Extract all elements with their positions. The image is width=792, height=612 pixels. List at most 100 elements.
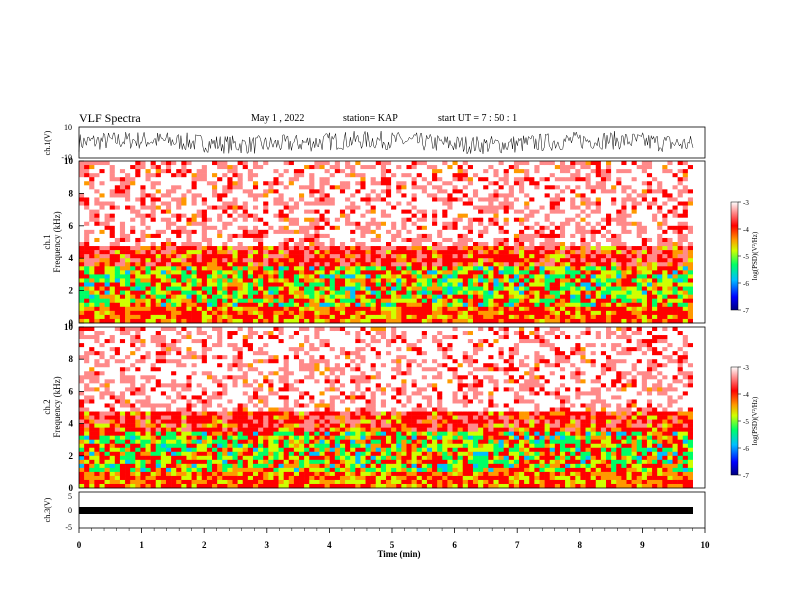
spectrogram-cell bbox=[529, 290, 535, 295]
spectrogram-cell bbox=[319, 302, 325, 308]
spectrogram-cell bbox=[212, 306, 218, 312]
spectrogram-cell bbox=[554, 302, 561, 308]
spectrogram-cell bbox=[416, 225, 423, 231]
spectrogram-cell bbox=[212, 242, 218, 247]
spectrogram-cell bbox=[155, 229, 162, 235]
spectrogram-cell bbox=[350, 237, 356, 243]
spectrogram-cell bbox=[309, 290, 315, 295]
spectrogram-cell bbox=[293, 177, 300, 182]
spectrogram-cell bbox=[119, 250, 126, 255]
spectrogram-cell bbox=[227, 242, 233, 247]
spectrogram-cell bbox=[171, 237, 177, 243]
spectrogram-cell bbox=[426, 225, 433, 231]
spectrogram-cell bbox=[293, 266, 300, 271]
spectrogram-cell bbox=[283, 266, 290, 271]
spectrogram-cell bbox=[84, 290, 90, 295]
spectrogram-cell bbox=[636, 193, 643, 198]
spectrogram-cell bbox=[119, 270, 126, 275]
spectrogram-cell bbox=[299, 286, 305, 291]
spectrogram-cell bbox=[109, 298, 116, 304]
spectrogram-cell bbox=[247, 165, 254, 170]
spectrogram-cell bbox=[339, 282, 346, 287]
spectrogram-cell bbox=[125, 298, 131, 304]
spectrogram-cell bbox=[252, 173, 259, 178]
spectrogram-cell bbox=[196, 266, 203, 271]
spectrogram-cell bbox=[677, 185, 684, 190]
spectrogram-cell bbox=[467, 262, 474, 267]
spectrogram-cell bbox=[350, 274, 356, 279]
spectrogram-cell bbox=[513, 205, 520, 210]
spectrogram-cell bbox=[350, 193, 356, 198]
spectrogram-cell bbox=[672, 201, 678, 206]
spectrogram-cell bbox=[646, 258, 653, 263]
spectrogram-cell bbox=[565, 306, 571, 312]
spectrogram-cell bbox=[580, 278, 586, 283]
spectrogram-cell bbox=[339, 254, 346, 259]
spectrogram-cell bbox=[319, 266, 325, 271]
spectrogram-cell bbox=[186, 286, 192, 291]
spectrogram-cell bbox=[483, 209, 489, 214]
spectrogram-cell bbox=[616, 302, 622, 308]
spectrogram-cell bbox=[160, 266, 167, 271]
spectrogram-cell bbox=[99, 310, 105, 316]
spectrogram-cell bbox=[503, 254, 510, 259]
spectrogram-cell bbox=[135, 246, 141, 251]
spectrogram-cell bbox=[304, 229, 310, 235]
spectrogram-cell bbox=[411, 177, 417, 182]
spectrogram-cell bbox=[89, 371, 95, 376]
spectrogram-cell bbox=[186, 274, 192, 279]
spectrogram-cell bbox=[447, 310, 453, 316]
spectrogram-cell bbox=[171, 294, 177, 299]
spectrogram-cell bbox=[165, 173, 172, 178]
spectrogram-cell bbox=[304, 173, 310, 178]
spectrogram-cell bbox=[421, 246, 428, 251]
spectrogram-cell bbox=[380, 161, 387, 166]
spectrogram-cell bbox=[171, 181, 177, 186]
spectrogram-cell bbox=[641, 302, 648, 308]
spectrogram-cell bbox=[652, 209, 658, 214]
spectrogram-cell bbox=[488, 181, 494, 186]
spectrogram-cell bbox=[196, 237, 203, 243]
spectrogram-cell bbox=[365, 201, 371, 206]
spectrogram-cell bbox=[247, 286, 254, 291]
spectrogram-cell bbox=[150, 282, 157, 287]
spectrogram-cell bbox=[171, 229, 177, 235]
spectrogram-cell bbox=[606, 286, 612, 291]
spectrogram-cell bbox=[493, 250, 499, 255]
spectrogram-cell bbox=[559, 233, 566, 239]
spectrogram-cell bbox=[94, 290, 100, 295]
spectrogram-cell bbox=[109, 258, 116, 263]
spectrogram-cell bbox=[319, 278, 325, 283]
spectrogram-cell bbox=[682, 189, 689, 194]
spectrogram-cell bbox=[682, 201, 689, 206]
spectrogram-cell bbox=[621, 318, 627, 324]
spectrogram-cell bbox=[232, 161, 238, 166]
spectrogram-cell bbox=[437, 254, 443, 259]
spectrogram-cell bbox=[278, 246, 284, 251]
spectrogram-cell bbox=[677, 173, 684, 178]
spectrogram-cell bbox=[165, 298, 172, 304]
spectrogram-cell bbox=[549, 306, 556, 312]
spectrogram-cell bbox=[350, 286, 356, 291]
spectrogram-cell bbox=[140, 185, 146, 190]
spectrogram-cell bbox=[386, 233, 392, 239]
spectrogram-cell bbox=[150, 185, 157, 190]
spectrogram-cell bbox=[329, 217, 336, 223]
spectrogram-cell bbox=[478, 185, 484, 190]
spectrogram-cell bbox=[554, 209, 561, 214]
spectrogram-cell bbox=[672, 310, 678, 316]
spectrogram-cell bbox=[217, 286, 223, 291]
spectrogram-cell bbox=[549, 262, 556, 267]
spectrogram-cell bbox=[201, 318, 208, 324]
spectrogram-cell bbox=[268, 278, 274, 283]
spectrogram-cell bbox=[606, 254, 612, 259]
spectrogram-cell bbox=[426, 254, 433, 259]
spectrogram-cell bbox=[687, 310, 694, 316]
spectrogram-cell bbox=[79, 459, 85, 465]
spectrogram-cell bbox=[483, 314, 489, 320]
spectrogram-cell bbox=[600, 254, 607, 259]
spectrogram-cell bbox=[171, 201, 177, 206]
spectrogram-cell bbox=[89, 270, 95, 275]
spectrogram-cell bbox=[462, 217, 469, 223]
spectrogram-cell bbox=[212, 233, 218, 239]
